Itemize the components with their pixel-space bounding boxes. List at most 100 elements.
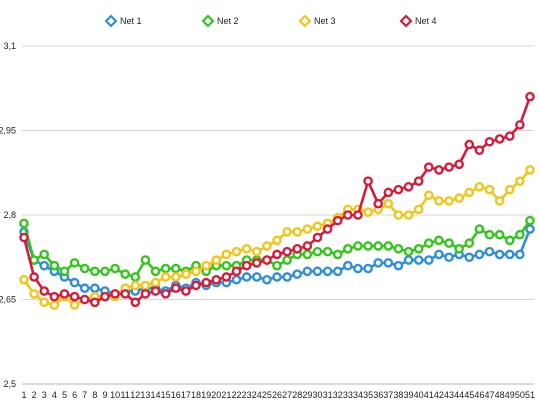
data-point	[312, 266, 323, 277]
data-point	[353, 210, 363, 220]
data-point	[69, 258, 80, 268]
data-point	[282, 272, 292, 282]
data-point	[90, 297, 100, 308]
x-tick-label: 20	[211, 390, 221, 400]
data-point	[363, 263, 373, 274]
data-point	[363, 176, 373, 186]
data-point	[484, 246, 495, 257]
y-tick-label: 2,8	[3, 210, 16, 220]
legend-item: Net 2	[201, 14, 239, 28]
data-point	[241, 272, 252, 282]
data-point	[504, 249, 515, 260]
data-point	[454, 193, 464, 203]
data-point	[312, 232, 323, 243]
data-point	[444, 196, 454, 206]
x-axis: 1 2 3 4 5 6 7 8 9 10 11 12 13 14 15 16 17 18 19 20 21 22 23 24 2…	[21, 390, 535, 400]
y-tick-label: 3,1	[3, 41, 16, 51]
data-point	[69, 300, 80, 310]
x-tick-label: 22	[232, 390, 242, 400]
data-point	[474, 182, 485, 192]
data-point	[332, 249, 343, 260]
x-tick-label: 26	[272, 390, 282, 400]
data-point	[373, 241, 384, 251]
data-point	[241, 260, 252, 271]
x-tick-label: 35	[363, 390, 373, 400]
data-point	[373, 258, 384, 268]
data-point	[302, 224, 313, 234]
data-point	[423, 190, 434, 201]
data-point	[515, 176, 525, 186]
data-point	[29, 289, 39, 299]
x-tick-label: 38	[393, 390, 403, 400]
series-net-4	[19, 91, 535, 308]
legend-item: Net 4	[399, 14, 437, 28]
data-point	[140, 289, 151, 299]
y-tick-label: 2,65	[0, 295, 16, 305]
x-tick-label: 18	[191, 390, 201, 400]
data-point	[120, 289, 130, 299]
data-point	[191, 266, 201, 277]
x-tick-label: 50	[515, 390, 525, 400]
data-point	[515, 229, 525, 240]
data-point	[251, 272, 262, 282]
data-point	[251, 258, 262, 268]
data-point	[231, 274, 242, 285]
data-point	[79, 283, 90, 294]
data-point	[434, 196, 444, 206]
data-point	[29, 272, 39, 282]
data-point	[292, 269, 303, 279]
data-point	[494, 229, 505, 240]
legend: Net 1 Net 2 Net 3 Net 4	[104, 14, 437, 28]
data-point	[525, 165, 535, 175]
legend-marker	[399, 14, 413, 28]
series-net-2	[19, 215, 535, 282]
data-point	[322, 224, 333, 234]
data-point	[525, 91, 535, 102]
x-tick-label: 28	[292, 390, 302, 400]
data-point	[170, 283, 181, 294]
data-point	[444, 238, 454, 248]
data-point	[413, 176, 424, 186]
x-tick-label: 42	[434, 390, 444, 400]
data-point	[343, 243, 353, 254]
data-point	[150, 286, 161, 296]
data-point	[383, 241, 394, 251]
x-tick-label: 30	[312, 390, 322, 400]
x-tick-label: 2	[32, 390, 37, 400]
x-tick-label: 16	[171, 390, 181, 400]
legend-label: Net 3	[314, 16, 336, 26]
data-point	[464, 187, 475, 198]
x-tick-label: 45	[464, 390, 474, 400]
data-point	[403, 182, 414, 192]
data-point	[393, 210, 404, 220]
x-tick-label: 34	[353, 390, 363, 400]
data-point	[90, 266, 100, 277]
legend-label: Net 1	[120, 16, 142, 26]
data-point	[262, 255, 272, 265]
data-point	[383, 187, 394, 198]
data-point	[272, 235, 282, 246]
series-net-1	[19, 224, 535, 299]
data-point	[130, 272, 141, 282]
data-point	[49, 291, 60, 302]
x-tick-label: 13	[140, 390, 150, 400]
data-point	[444, 162, 454, 172]
data-point	[100, 266, 110, 277]
data-point	[39, 249, 50, 260]
x-tick-label: 47	[485, 390, 495, 400]
data-point	[403, 255, 414, 265]
x-tick-label: 10	[110, 390, 120, 400]
x-tick-label: 6	[72, 390, 77, 400]
legend-marker	[104, 14, 118, 28]
data-point	[403, 246, 414, 257]
y-tick-label: 2,95	[0, 126, 16, 136]
x-tick-label: 44	[454, 390, 464, 400]
data-point	[191, 280, 201, 291]
data-point	[221, 272, 232, 282]
data-point	[160, 263, 171, 274]
data-point	[494, 196, 505, 206]
x-tick-label: 19	[201, 390, 211, 400]
x-tick-label: 8	[92, 390, 97, 400]
data-point	[181, 269, 191, 279]
